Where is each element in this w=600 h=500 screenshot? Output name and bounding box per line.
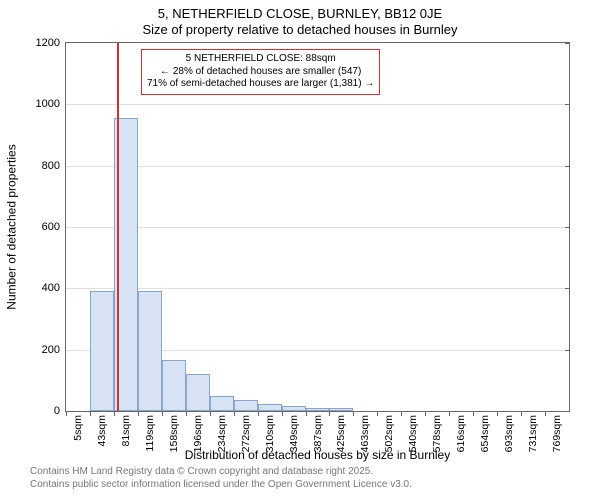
y-tick-label: 800 [42, 160, 66, 172]
histogram-bar [306, 408, 330, 411]
annotation-line-2: ← 28% of detached houses are smaller (54… [147, 66, 374, 79]
x-tick-label: 769sqm [551, 415, 563, 452]
chart-subtitle: Size of property relative to detached ho… [0, 22, 600, 37]
x-tick-mark [114, 411, 115, 416]
x-tick-mark [258, 411, 259, 416]
x-tick-mark [377, 411, 378, 416]
x-tick-label: 43sqm [96, 415, 108, 447]
x-tick-mark [306, 411, 307, 416]
x-tick-label: 158sqm [168, 415, 180, 452]
y-tick-mark [565, 43, 570, 44]
x-tick-label: 578sqm [431, 415, 443, 452]
y-tick-label: 200 [42, 344, 66, 356]
x-tick-mark [425, 411, 426, 416]
plot-area: 0200400600800100012005sqm43sqm81sqm119sq… [65, 42, 570, 412]
x-tick-mark [521, 411, 522, 416]
y-tick-mark [565, 350, 570, 351]
footer-attribution: Contains HM Land Registry data © Crown c… [30, 466, 412, 491]
x-tick-label: 196sqm [192, 415, 204, 452]
x-tick-mark [66, 411, 67, 416]
x-tick-label: 119sqm [144, 415, 156, 452]
footer-line-1: Contains HM Land Registry data © Crown c… [30, 466, 412, 479]
y-axis-label: Number of detached properties [4, 42, 20, 412]
y-tick-mark [565, 104, 570, 105]
x-tick-mark [473, 411, 474, 416]
x-tick-label: 616sqm [455, 415, 467, 452]
histogram-bar [258, 404, 282, 411]
x-tick-label: 234sqm [216, 415, 228, 452]
footer-line-2: Contains public sector information licen… [30, 479, 412, 492]
x-tick-mark [210, 411, 211, 416]
histogram-bar [329, 408, 353, 411]
annotation-line-3: 71% of semi-detached houses are larger (… [147, 78, 374, 91]
annotation-line-1: 5 NETHERFIELD CLOSE: 88sqm [147, 53, 374, 66]
x-tick-label: 272sqm [240, 415, 252, 452]
x-tick-mark [282, 411, 283, 416]
y-tick-label: 400 [42, 282, 66, 294]
x-tick-label: 731sqm [527, 415, 539, 452]
x-tick-label: 310sqm [264, 415, 276, 452]
x-axis-label: Distribution of detached houses by size … [65, 448, 570, 462]
histogram-bar [282, 406, 306, 411]
histogram-bar [234, 400, 258, 411]
y-tick-mark [565, 411, 570, 412]
y-tick-label: 1000 [36, 98, 66, 110]
x-tick-label: 693sqm [503, 415, 515, 452]
x-tick-label: 81sqm [120, 415, 132, 447]
annotation-box: 5 NETHERFIELD CLOSE: 88sqm← 28% of detac… [141, 49, 380, 95]
x-tick-label: 349sqm [288, 415, 300, 452]
x-tick-mark [90, 411, 91, 416]
gridline [66, 227, 569, 228]
x-tick-label: 654sqm [479, 415, 491, 452]
x-tick-label: 425sqm [335, 415, 347, 452]
y-tick-mark [565, 288, 570, 289]
y-tick-label: 0 [54, 405, 66, 417]
histogram-bar [210, 396, 234, 411]
x-tick-mark [138, 411, 139, 416]
gridline [66, 104, 569, 105]
histogram-bar [138, 291, 162, 411]
chart-container: 5, NETHERFIELD CLOSE, BURNLEY, BB12 0JE … [0, 0, 600, 500]
x-tick-label: 5sqm [72, 415, 84, 441]
x-tick-label: 463sqm [359, 415, 371, 452]
y-tick-label: 1200 [36, 37, 66, 49]
x-tick-label: 502sqm [383, 415, 395, 452]
histogram-bar [162, 360, 186, 411]
x-tick-label: 540sqm [407, 415, 419, 452]
x-tick-mark [545, 411, 546, 416]
x-tick-mark [329, 411, 330, 416]
y-tick-mark [565, 227, 570, 228]
gridline [66, 166, 569, 167]
x-tick-mark [497, 411, 498, 416]
x-tick-mark [401, 411, 402, 416]
histogram-bar [186, 374, 210, 411]
x-tick-mark [449, 411, 450, 416]
x-tick-mark [234, 411, 235, 416]
histogram-bar [90, 291, 114, 411]
gridline [66, 288, 569, 289]
y-tick-mark [565, 166, 570, 167]
x-tick-mark [162, 411, 163, 416]
x-tick-mark [353, 411, 354, 416]
x-tick-label: 387sqm [312, 415, 324, 452]
reference-marker-line [117, 43, 119, 411]
x-tick-mark [186, 411, 187, 416]
chart-title: 5, NETHERFIELD CLOSE, BURNLEY, BB12 0JE [0, 6, 600, 21]
y-tick-label: 600 [42, 221, 66, 233]
